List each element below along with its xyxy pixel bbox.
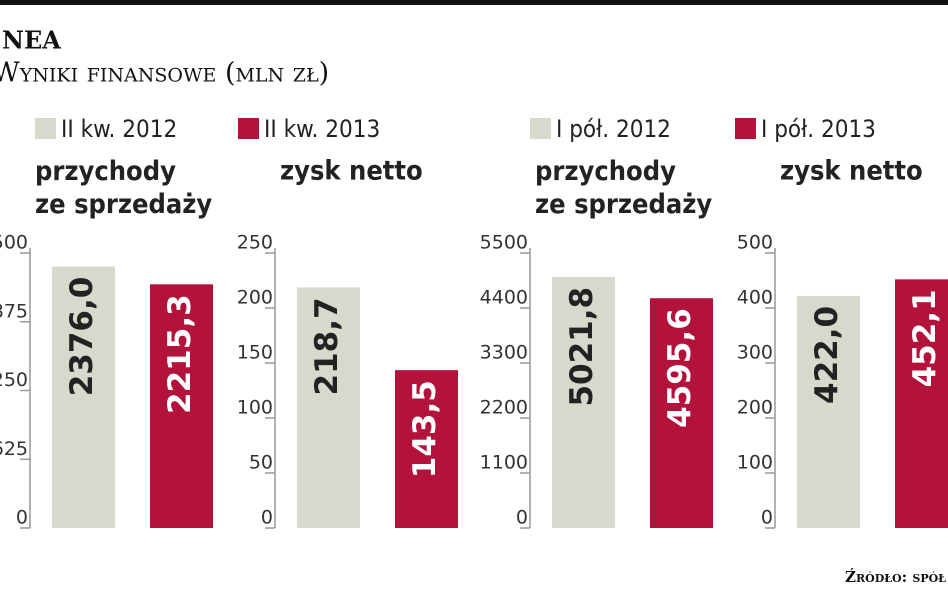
page-title: NEA	[2, 26, 61, 55]
y-tick-label: 0	[516, 507, 528, 529]
value-label: 2215,3	[162, 294, 198, 414]
legend-label: II kw. 2012	[61, 115, 177, 143]
y-tick-label: 200	[237, 287, 273, 309]
y-tick-label: 3300	[480, 342, 528, 364]
bar	[895, 279, 948, 528]
y-tick-label: 300	[737, 342, 773, 364]
source: Źródło: spół	[845, 568, 946, 586]
value-label: 452,1	[907, 289, 943, 387]
y-tick-label: 400	[737, 287, 773, 309]
value-label: 2376,0	[64, 277, 100, 397]
legend-label: II kw. 2013	[264, 115, 380, 143]
y-tick-label: 100	[737, 452, 773, 474]
value-label: 422,0	[809, 306, 845, 404]
top-rule	[0, 0, 948, 5]
bar	[552, 276, 615, 528]
y-tick-label: 250	[237, 232, 273, 254]
value-label: 218,7	[309, 297, 345, 395]
value-label: 4595,6	[662, 308, 698, 428]
y-tick-label: 5500	[480, 232, 528, 254]
y-tick-label: 1100	[480, 452, 528, 474]
legend-swatch	[735, 118, 756, 139]
y-tick-label: 0	[761, 507, 773, 529]
y-tick-label: 2200	[480, 397, 528, 419]
y-tick-label: 625	[0, 438, 28, 460]
bar	[797, 295, 860, 528]
y-tick-label: 100	[237, 397, 273, 419]
y-tick-label: 200	[737, 397, 773, 419]
y-tick-label: 0	[16, 507, 28, 529]
value-label: 5021,8	[564, 287, 600, 407]
legend-swatch	[35, 118, 56, 139]
chart-title: przychody ze sprzedaży	[535, 156, 712, 220]
bar	[150, 284, 213, 528]
bar	[650, 298, 713, 528]
y-tick-label: 1250	[0, 369, 28, 391]
bar	[297, 287, 360, 528]
y-tick-label: 1875	[0, 300, 28, 322]
chart-title: przychody ze sprzedaży	[35, 156, 212, 220]
page-subtitle: Wyniki finansowe (mln zł)	[0, 58, 329, 89]
legend-label: I pół. 2012	[556, 115, 671, 143]
chart-title: zysk netto	[780, 156, 923, 187]
legend-label: I pół. 2013	[761, 115, 876, 143]
y-tick-label: 150	[237, 342, 273, 364]
y-tick-label: 0	[261, 507, 273, 529]
y-tick-label: 50	[249, 452, 273, 474]
y-tick-label: 500	[737, 232, 773, 254]
y-tick-label: 2500	[0, 232, 28, 254]
legend-swatch	[238, 118, 259, 139]
legend-swatch	[530, 118, 551, 139]
bar	[52, 266, 115, 528]
bar	[395, 370, 458, 528]
y-tick-label: 4400	[480, 287, 528, 309]
chart-title: zysk netto	[280, 156, 423, 187]
value-label: 143,5	[407, 380, 443, 478]
